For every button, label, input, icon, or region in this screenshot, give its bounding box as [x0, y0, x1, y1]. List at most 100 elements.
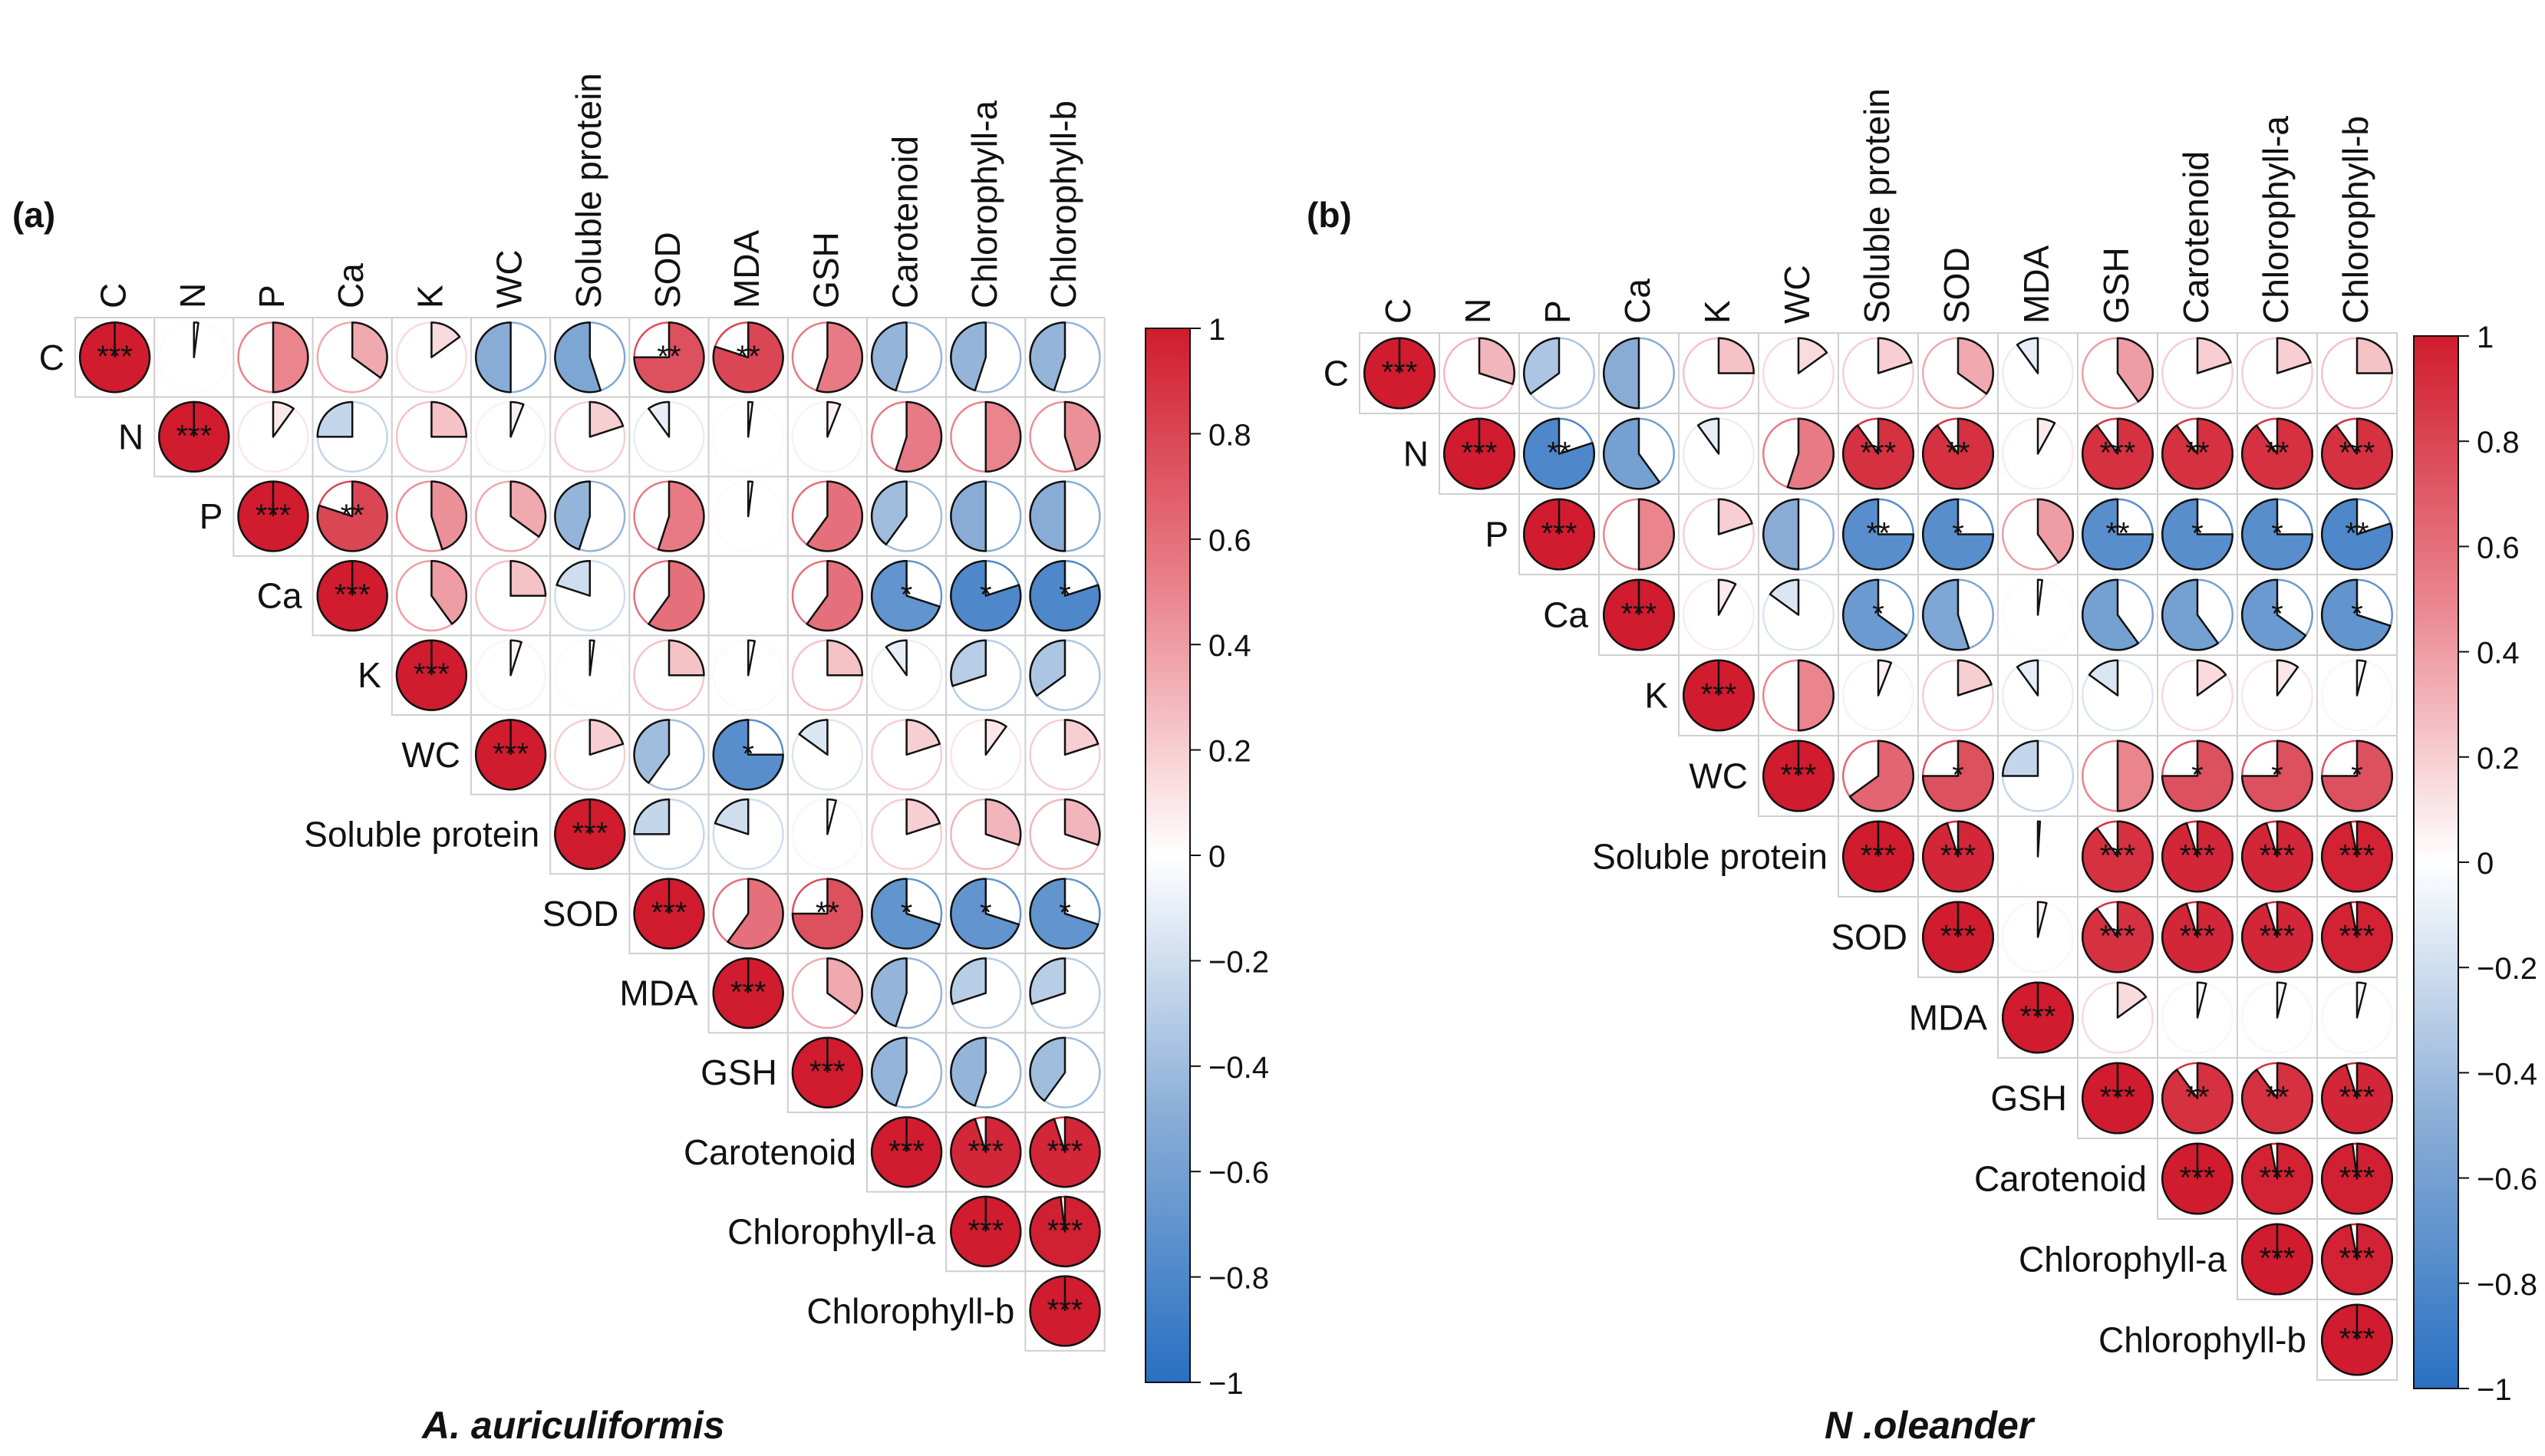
pie-slice: [1029, 559, 1101, 632]
cell-1-4: [391, 396, 472, 478]
colorbar-tick-label: 1: [1208, 313, 1225, 347]
significance-mark: ***: [968, 1214, 1004, 1247]
pie-slice: [806, 559, 864, 632]
significance-mark: ***: [2180, 920, 2216, 954]
cell-9-10: **: [2157, 1057, 2238, 1139]
row-label-8: MDA: [619, 973, 698, 1013]
row-label-8: MDA: [1909, 998, 1988, 1038]
pie-slice: [2241, 417, 2313, 490]
cell-7-10: *: [866, 873, 948, 954]
pie-slice: [430, 321, 461, 359]
cell-8-10: [2157, 977, 2238, 1059]
significance-mark: ***: [2339, 436, 2375, 470]
cell-2-9: **: [2077, 493, 2158, 575]
pie-slice: [2321, 498, 2393, 571]
significance-mark: ***: [2100, 920, 2136, 954]
colorbar-a: 1 0.8 0.6 0.4 0.2 0 −0.2 −0.4 −0.6 −0.8 −1: [1145, 313, 1269, 1401]
cell-7-11: *: [945, 873, 1027, 954]
col-label-5: WC: [1777, 265, 1817, 324]
significance-mark: **: [1547, 436, 1571, 470]
significance-mark: *: [901, 578, 913, 612]
pie-slice: [950, 1036, 987, 1107]
col-label-10: Carotenoid: [2176, 151, 2216, 324]
cell-3-4: [1678, 574, 1759, 656]
significance-mark: *: [2351, 598, 2363, 631]
cell-6-6: ***: [1838, 815, 1919, 898]
significance-mark: ***: [888, 1135, 925, 1168]
pie-slice: [2016, 337, 2039, 374]
cell-6-7: [628, 793, 710, 875]
significance-mark: *: [980, 896, 992, 930]
cell-1-8: [1997, 413, 2079, 495]
cell-0-1: [1439, 332, 1520, 414]
cell-0-9: [786, 317, 869, 398]
significance-mark: ***: [730, 976, 766, 1010]
significance-mark: *: [2191, 759, 2204, 792]
pie-slice: [1922, 820, 1995, 893]
pie-slice: [316, 480, 388, 552]
cell-2-12: [1024, 476, 1106, 557]
pie-slice: [1921, 578, 1970, 651]
cell-4-4: ***: [1678, 654, 1759, 736]
pie-slice: [870, 321, 908, 392]
cell-6-6: ***: [549, 793, 631, 875]
cell-4-10: [866, 634, 948, 716]
cell-8-11: [2237, 977, 2318, 1059]
cell-0-3: [1598, 332, 1680, 414]
cell-4-4: ***: [391, 634, 472, 716]
pie-slice: [2161, 578, 2220, 651]
cell-7-9: ***: [2077, 896, 2158, 978]
cell-5-9: [2077, 735, 2158, 817]
colorbar-tick-label: −0.6: [1208, 1156, 1269, 1190]
cell-3-10: *: [866, 555, 948, 637]
row-label-4: K: [358, 655, 381, 695]
col-label-0: C: [94, 283, 134, 308]
significance-mark: ***: [2100, 1081, 2136, 1115]
pie-slice: [826, 400, 842, 438]
pie-slice: [1029, 639, 1066, 697]
pie-slice: [193, 321, 199, 359]
cell-7-8: [707, 873, 789, 954]
cell-1-3: [1598, 413, 1680, 495]
pie-slice: [712, 719, 784, 791]
pie-slice: [1522, 337, 1561, 395]
cell-6-7: ***: [1917, 815, 1999, 898]
pie-slice: [2321, 1062, 2394, 1135]
col-label-1: N: [1458, 298, 1498, 324]
cell-10-10: ***: [866, 1112, 948, 1193]
significance-mark: ***: [1781, 759, 1817, 792]
cell-0-7: [1917, 332, 1999, 414]
cell-3-6: *: [1838, 574, 1919, 656]
cell-2-8: [707, 476, 789, 557]
cell-5-8: [1997, 735, 2079, 817]
panel-b: (b) ****** ** *** ** *** ** ** ****** ** * ** * * ***…: [1307, 88, 2537, 1447]
col-label-2: P: [252, 285, 292, 308]
significance-mark: ***: [176, 419, 212, 453]
significance-mark: *: [1952, 759, 1964, 792]
cell-0-6: [1838, 332, 1919, 414]
significance-mark: **: [2185, 436, 2209, 470]
pie-slice: [633, 719, 671, 784]
cell-2-12: **: [2316, 493, 2398, 575]
significance-mark: **: [657, 340, 681, 374]
pie-slice: [633, 321, 705, 394]
pie-slice: [2320, 578, 2392, 651]
pie-slice: [2240, 578, 2307, 651]
pie-slice: [2116, 981, 2148, 1019]
cell-5-8: *: [707, 714, 789, 796]
cell-1-10: [866, 396, 948, 478]
col-label-1: N: [173, 283, 213, 308]
row-label-6: Soluble protein: [304, 814, 539, 854]
cell-4-6: [549, 634, 631, 716]
cell-4-9: [2077, 654, 2158, 736]
cell-7-12: *: [1024, 873, 1106, 954]
row-label-1: N: [1403, 434, 1429, 474]
pie-slice: [950, 639, 987, 687]
significance-mark: ***: [809, 1055, 846, 1089]
pie-slice: [648, 400, 671, 438]
pie-slice: [2036, 498, 2075, 564]
pie-slice: [798, 719, 829, 756]
colorbar-tick-label: 0.6: [2477, 531, 2520, 565]
pie-slice: [2001, 740, 2039, 777]
cell-6-11: ***: [2237, 815, 2318, 898]
